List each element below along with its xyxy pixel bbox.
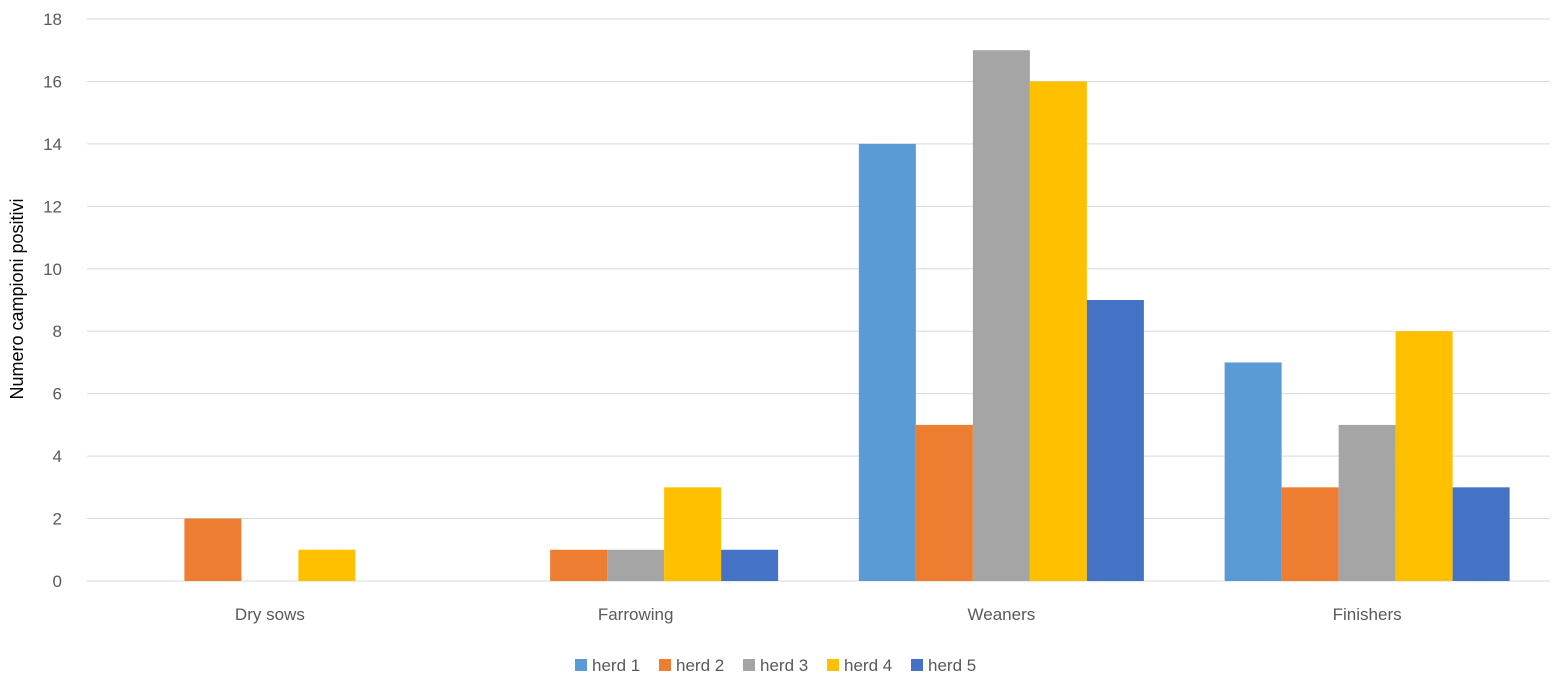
- y-tick-label: 8: [53, 322, 62, 341]
- legend-label: herd 3: [760, 656, 808, 675]
- legend-swatch: [911, 659, 923, 671]
- y-tick-label: 12: [43, 197, 62, 216]
- bar-herd-4-dry-sows: [298, 549, 356, 581]
- bar-herd-3-farrowing: [607, 549, 665, 581]
- x-category-label: Finishers: [1333, 605, 1402, 624]
- bar-herd-4-finishers: [1395, 331, 1453, 581]
- y-axis-title: Numero campioni positivi: [7, 198, 27, 399]
- legend-label: herd 2: [676, 656, 724, 675]
- bar-herd-1-weaners: [858, 143, 916, 581]
- bar-herd-5-finishers: [1452, 487, 1510, 581]
- legend: herd 1 herd 2 herd 3 herd 4 herd 5: [575, 656, 976, 675]
- legend-swatch: [659, 659, 671, 671]
- x-axis-labels: Dry sows Farrowing Weaners Finishers: [235, 605, 1402, 624]
- x-category-label: Weaners: [968, 605, 1036, 624]
- x-category-label: Dry sows: [235, 605, 305, 624]
- bar-herd-2-dry-sows: [184, 518, 242, 581]
- bar-herd-4-farrowing: [664, 487, 722, 581]
- bar-herd-1-finishers: [1224, 362, 1282, 581]
- bar-herd-3-finishers: [1338, 424, 1396, 581]
- legend-label: herd 5: [928, 656, 976, 675]
- bar-herd-3-weaners: [972, 50, 1030, 581]
- legend-swatch: [743, 659, 755, 671]
- x-category-label: Farrowing: [598, 605, 674, 624]
- y-tick-label: 10: [43, 260, 62, 279]
- y-tick-label: 18: [43, 10, 62, 29]
- legend-label: herd 4: [844, 656, 892, 675]
- bar-herd-5-weaners: [1086, 300, 1144, 581]
- y-tick-label: 6: [53, 385, 62, 404]
- y-tick-label: 0: [53, 572, 62, 591]
- bar-herd-2-weaners: [915, 424, 973, 581]
- legend-label: herd 1: [592, 656, 640, 675]
- y-tick-label: 14: [43, 135, 62, 154]
- bar-herd-5-farrowing: [721, 549, 779, 581]
- bar-herd-4-weaners: [1029, 81, 1087, 581]
- y-tick-label: 16: [43, 72, 62, 91]
- legend-swatch: [827, 659, 839, 671]
- bar-herd-2-finishers: [1281, 487, 1339, 581]
- y-axis-ticks: 0 2 4 6 8 10 12 14 16 18: [43, 10, 62, 591]
- legend-swatch: [575, 659, 587, 671]
- bar-herd-2-farrowing: [550, 549, 608, 581]
- bars: [184, 50, 1510, 581]
- gridlines: [87, 18, 1550, 582]
- y-tick-label: 2: [53, 510, 62, 529]
- y-tick-label: 4: [53, 447, 62, 466]
